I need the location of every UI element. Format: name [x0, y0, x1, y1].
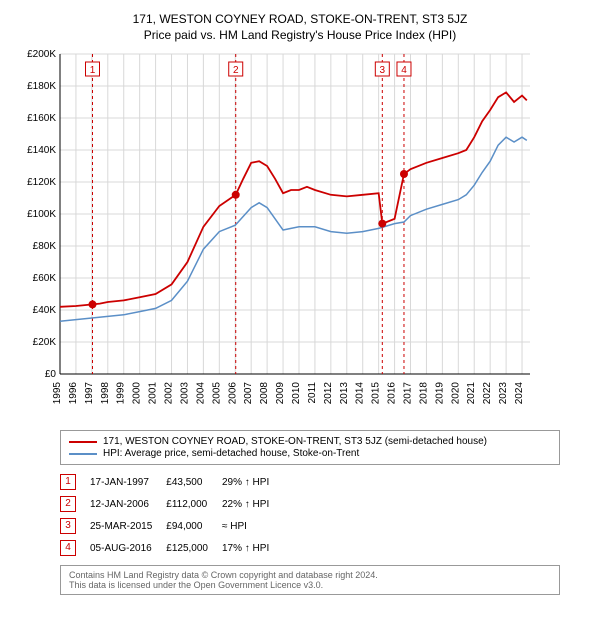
table-row: 1 17-JAN-1997£43,50029% ↑ HPI	[60, 471, 283, 493]
sale-price: £125,000	[166, 537, 222, 559]
svg-text:2004: 2004	[195, 382, 206, 405]
sale-date: 25-MAR-2015	[90, 515, 166, 537]
svg-text:2019: 2019	[434, 382, 445, 405]
svg-text:£140K: £140K	[27, 145, 56, 156]
svg-text:1998: 1998	[100, 382, 111, 405]
svg-text:1999: 1999	[116, 382, 127, 405]
svg-text:2022: 2022	[482, 382, 493, 405]
sale-marker-badge: 4	[60, 540, 76, 556]
svg-text:2016: 2016	[387, 382, 398, 405]
svg-text:2015: 2015	[371, 382, 382, 405]
svg-text:2024: 2024	[514, 382, 525, 405]
legend-label: HPI: Average price, semi-detached house,…	[103, 448, 359, 459]
svg-text:2012: 2012	[323, 382, 334, 405]
sale-marker-badge: 1	[60, 474, 76, 490]
sale-date: 12-JAN-2006	[90, 493, 166, 515]
legend: 171, WESTON COYNEY ROAD, STOKE-ON-TRENT,…	[60, 430, 560, 465]
license-line-1: Contains HM Land Registry data © Crown c…	[69, 570, 551, 580]
svg-text:2008: 2008	[259, 382, 270, 405]
sale-marker-badge: 3	[60, 518, 76, 534]
price-chart: £0 £20K £40K £60K £80K £100K £120K £140K £160K £1…	[10, 44, 550, 424]
svg-text:£180K: £180K	[27, 81, 56, 92]
svg-text:2: 2	[233, 65, 239, 76]
svg-text:£40K: £40K	[33, 305, 57, 316]
license-line-2: This data is licensed under the Open Gov…	[69, 580, 551, 590]
svg-text:£60K: £60K	[33, 273, 57, 284]
svg-text:1997: 1997	[84, 382, 95, 405]
sale-vs_hpi: 29% ↑ HPI	[222, 471, 283, 493]
svg-text:2007: 2007	[243, 382, 254, 405]
svg-text:2018: 2018	[418, 382, 429, 405]
legend-item: HPI: Average price, semi-detached house,…	[69, 448, 551, 459]
svg-text:£200K: £200K	[27, 49, 56, 60]
svg-text:2013: 2013	[339, 382, 350, 405]
svg-text:2001: 2001	[148, 382, 159, 405]
svg-text:3: 3	[380, 65, 386, 76]
sale-vs_hpi: 22% ↑ HPI	[222, 493, 283, 515]
svg-text:£160K: £160K	[27, 113, 56, 124]
svg-text:2005: 2005	[211, 382, 222, 405]
title-line-2: Price paid vs. HM Land Registry's House …	[10, 28, 590, 42]
legend-label: 171, WESTON COYNEY ROAD, STOKE-ON-TRENT,…	[103, 436, 487, 447]
sale-date: 17-JAN-1997	[90, 471, 166, 493]
svg-text:2003: 2003	[179, 382, 190, 405]
table-row: 3 25-MAR-2015£94,000≈ HPI	[60, 515, 283, 537]
sale-date: 05-AUG-2016	[90, 537, 166, 559]
svg-text:2014: 2014	[355, 382, 366, 405]
svg-text:2023: 2023	[498, 382, 509, 405]
sales-table: 1 17-JAN-1997£43,50029% ↑ HPI 2 12-JAN-2006…	[60, 471, 283, 559]
table-row: 4 05-AUG-2016£125,00017% ↑ HPI	[60, 537, 283, 559]
sale-price: £94,000	[166, 515, 222, 537]
legend-swatch	[69, 453, 97, 455]
svg-text:2009: 2009	[275, 382, 286, 405]
sale-price: £43,500	[166, 471, 222, 493]
svg-text:2017: 2017	[403, 382, 414, 405]
chart-titles: 171, WESTON COYNEY ROAD, STOKE-ON-TRENT,…	[10, 12, 590, 42]
svg-text:£80K: £80K	[33, 241, 57, 252]
svg-text:2002: 2002	[164, 382, 175, 405]
sale-vs_hpi: ≈ HPI	[222, 515, 283, 537]
svg-text:2021: 2021	[466, 382, 477, 405]
svg-text:1996: 1996	[68, 382, 79, 405]
legend-item: 171, WESTON COYNEY ROAD, STOKE-ON-TRENT,…	[69, 436, 551, 447]
svg-text:2006: 2006	[227, 382, 238, 405]
sale-vs_hpi: 17% ↑ HPI	[222, 537, 283, 559]
svg-text:1995: 1995	[52, 382, 63, 405]
legend-swatch	[69, 441, 97, 443]
svg-text:2010: 2010	[291, 382, 302, 405]
sale-price: £112,000	[166, 493, 222, 515]
svg-text:2011: 2011	[307, 382, 318, 404]
svg-text:1: 1	[90, 65, 96, 76]
license-notice: Contains HM Land Registry data © Crown c…	[60, 565, 560, 595]
sale-marker-badge: 2	[60, 496, 76, 512]
title-line-1: 171, WESTON COYNEY ROAD, STOKE-ON-TRENT,…	[10, 12, 590, 26]
svg-text:£0: £0	[45, 369, 57, 380]
svg-text:£120K: £120K	[27, 177, 56, 188]
svg-text:2020: 2020	[450, 382, 461, 405]
chart-container: £0 £20K £40K £60K £80K £100K £120K £140K £160K £1…	[10, 44, 590, 424]
svg-text:£20K: £20K	[33, 337, 57, 348]
table-row: 2 12-JAN-2006£112,00022% ↑ HPI	[60, 493, 283, 515]
svg-text:2000: 2000	[132, 382, 143, 405]
svg-text:£100K: £100K	[27, 209, 56, 220]
svg-text:4: 4	[401, 65, 407, 76]
